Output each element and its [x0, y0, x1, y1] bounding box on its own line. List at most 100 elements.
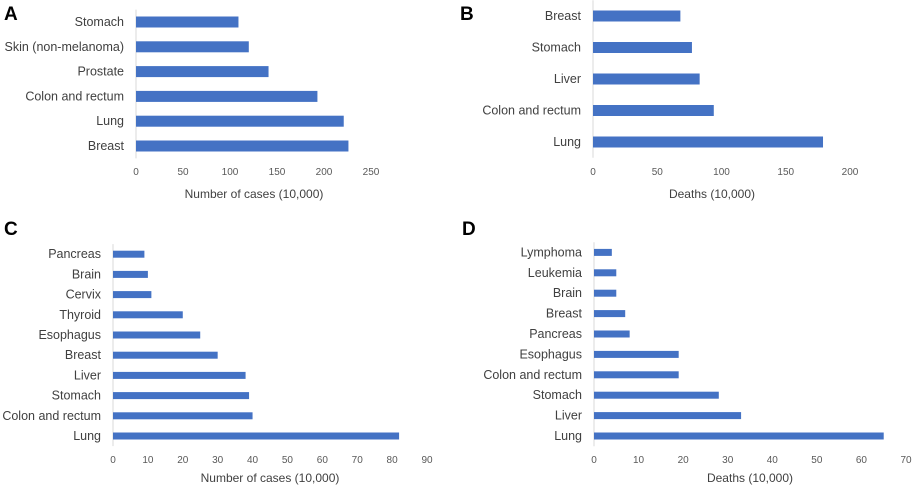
panel-d-tick-label: 40 — [767, 455, 779, 466]
panel-c-bar — [113, 392, 250, 400]
panel-c-bar — [113, 432, 400, 440]
panel-d-bar — [594, 432, 884, 440]
panel-a-bar — [136, 90, 318, 102]
panel-d-bar — [594, 350, 679, 358]
panel-c-letter: C — [4, 219, 18, 240]
panel-d-bar — [594, 391, 719, 399]
panel-b-category-label: Breast — [545, 9, 582, 23]
panel-c-bar — [113, 270, 148, 278]
panel-a-tick-label: 200 — [316, 167, 333, 178]
panel-c-category-label: Colon and rectum — [2, 409, 101, 423]
panel-c-tick-label: 50 — [282, 455, 294, 466]
panel-b-bar — [593, 73, 700, 85]
panel-a-bar — [136, 16, 239, 28]
panel-d-bar — [594, 269, 617, 277]
panel-b-tick-label: 100 — [713, 167, 730, 178]
panel-c-tick-label: 80 — [387, 455, 399, 466]
panel-a-category-label: Prostate — [77, 65, 124, 79]
panel-d-bar — [594, 330, 630, 338]
panel-b-tick-label: 50 — [652, 167, 664, 178]
panel-b-bar — [593, 10, 681, 22]
panel-d-bar — [594, 412, 742, 420]
panel-a-tick-label: 50 — [177, 167, 189, 178]
panel-a-tick-label: 250 — [363, 167, 380, 178]
panel-c-category-label: Liver — [74, 368, 101, 382]
panel-a-category-label: Colon and rectum — [25, 89, 124, 103]
panel-b-bar — [593, 136, 824, 148]
panel-d-category-label: Brain — [553, 286, 582, 300]
panel-a-tick-label: 100 — [222, 167, 239, 178]
panel-c-category-label: Esophagus — [38, 328, 101, 342]
panel-a-x-axis-title: Number of cases (10,000) — [185, 187, 324, 201]
panel-c-category-label: Stomach — [52, 389, 101, 403]
panel-c-category-label: Brain — [72, 267, 101, 281]
panel-d-category-label: Breast — [546, 307, 583, 321]
panel-b-bar — [593, 105, 714, 116]
panel-c-bar — [113, 291, 152, 299]
panel-b-category-label: Liver — [554, 72, 581, 86]
panel-c-bar — [113, 371, 246, 379]
panel-d-bar — [594, 289, 617, 297]
panel-c-bar — [113, 351, 218, 359]
panel-c-category-label: Breast — [65, 348, 102, 362]
panel-d-bar — [594, 371, 679, 379]
panel-c-tick-label: 40 — [247, 455, 259, 466]
panel-a-category-label: Breast — [88, 139, 125, 153]
panel-c-category-label: Cervix — [66, 288, 102, 302]
panel-a-letter: A — [4, 4, 18, 25]
panel-a-category-label: Skin (non-melanoma) — [5, 40, 125, 54]
panel-d-category-label: Lymphoma — [521, 245, 582, 259]
panel-d-category-label: Leukemia — [528, 266, 582, 280]
panel-b-bar — [593, 42, 692, 53]
panel-c-bar — [113, 250, 145, 258]
panel-c-bar — [113, 331, 201, 339]
panel-a-bar — [136, 66, 269, 78]
panel-c-tick-label: 60 — [317, 455, 329, 466]
panel-d-x-axis-title: Deaths (10,000) — [707, 471, 793, 485]
panel-d-category-label: Pancreas — [529, 327, 582, 341]
panel-a-category-label: Lung — [96, 114, 124, 128]
panel-b-tick-label: 200 — [842, 167, 859, 178]
panel-d-tick-label: 0 — [591, 455, 597, 466]
panel-c-bar — [113, 412, 253, 420]
panel-d-tick-label: 10 — [633, 455, 645, 466]
panel-c-x-axis-title: Number of cases (10,000) — [201, 471, 340, 485]
panel-d-letter: D — [462, 219, 476, 240]
panel-b-tick-label: 150 — [777, 167, 794, 178]
panel-b-category-label: Colon and rectum — [482, 104, 581, 118]
panel-c-tick-label: 20 — [177, 455, 189, 466]
panel-d-category-label: Colon and rectum — [483, 368, 582, 382]
panel-c-tick-label: 10 — [142, 455, 154, 466]
panel-c-tick-label: 70 — [352, 455, 364, 466]
panel-a-tick-label: 0 — [133, 167, 139, 178]
panel-b-category-label: Lung — [553, 135, 581, 149]
panel-c-tick-label: 90 — [421, 455, 433, 466]
panel-d-category-label: Lung — [554, 429, 582, 443]
panel-d-tick-label: 60 — [856, 455, 868, 466]
panel-d-category-label: Stomach — [533, 388, 582, 402]
panel-a-tick-label: 150 — [269, 167, 286, 178]
panel-c-category-label: Lung — [73, 429, 101, 443]
panel-c-category-label: Thyroid — [59, 308, 101, 322]
panel-d-tick-label: 30 — [722, 455, 734, 466]
panel-d-category-label: Liver — [555, 409, 582, 423]
panel-b-tick-label: 0 — [590, 167, 596, 178]
panel-a-category-label: Stomach — [75, 15, 124, 29]
panel-c-category-label: Pancreas — [48, 247, 101, 261]
panel-d-category-label: Esophagus — [519, 347, 582, 361]
panel-c-tick-label: 30 — [212, 455, 224, 466]
panel-d-tick-label: 70 — [900, 455, 912, 466]
panel-a-bar — [136, 115, 344, 127]
panel-d-bar — [594, 310, 626, 318]
panel-d-bar — [594, 248, 612, 256]
panel-d-tick-label: 20 — [678, 455, 690, 466]
panel-b-x-axis-title: Deaths (10,000) — [669, 187, 755, 201]
panel-a-bar — [136, 140, 349, 152]
panel-d-tick-label: 50 — [811, 455, 823, 466]
panel-c-tick-label: 0 — [110, 455, 116, 466]
panel-b-letter: B — [460, 4, 474, 25]
panel-c-bar — [113, 311, 183, 319]
panel-b-category-label: Stomach — [532, 41, 581, 55]
panel-a-bar — [136, 41, 249, 53]
